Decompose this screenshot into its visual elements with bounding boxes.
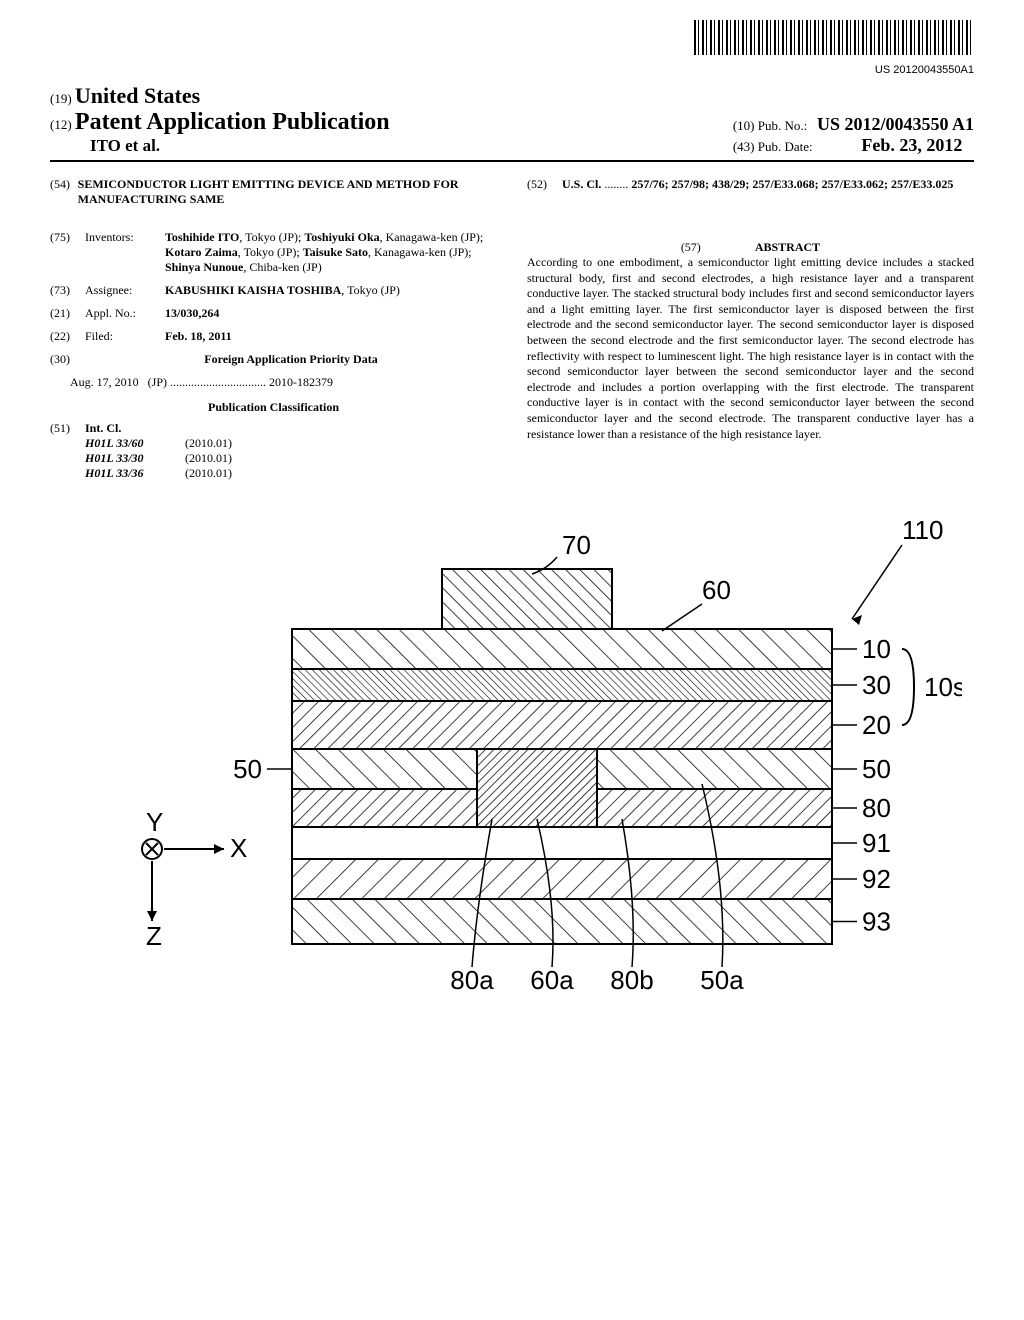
filed-value: Feb. 18, 2011 (165, 329, 232, 343)
pubno-code: (10) (733, 118, 755, 133)
svg-text:70: 70 (562, 530, 591, 560)
foreign-country: (JP) (148, 375, 167, 390)
pubdate-code: (43) (733, 139, 755, 154)
right-column: (52) U.S. Cl. ........ 257/76; 257/98; 4… (527, 177, 974, 489)
assignee-value: KABUSHIKI KAISHA TOSHIBA, Tokyo (JP) (165, 283, 497, 298)
abstract-text: According to one embodiment, a semicondu… (527, 255, 974, 442)
pubdate-label: Pub. Date: (758, 139, 813, 154)
header-left: (19) United States (12) Patent Applicati… (50, 83, 390, 156)
inventors-code: (75) (50, 230, 85, 275)
filed-code: (22) (50, 329, 85, 344)
barcode-text: US 20120043550A1 (875, 64, 974, 76)
inventors-value: Toshihide ITO, Tokyo (JP); Toshiyuki Oka… (165, 230, 497, 275)
title-code: (54) (50, 177, 78, 222)
intcl-code: (51) (50, 421, 85, 481)
svg-text:50: 50 (233, 754, 262, 784)
svg-text:20: 20 (862, 710, 891, 740)
country-code: (19) (50, 91, 72, 106)
foreign-num: 2010-182379 (269, 375, 333, 390)
inventors-label: Inventors: (85, 230, 165, 275)
uscl-code: (52) (527, 177, 562, 192)
svg-text:110: 110 (902, 519, 943, 545)
biblio-columns: (54) SEMICONDUCTOR LIGHT EMITTING DEVICE… (50, 177, 974, 489)
left-column: (54) SEMICONDUCTOR LIGHT EMITTING DEVICE… (50, 177, 497, 489)
header-right: (10) Pub. No.: US 2012/0043550 A1 (43) P… (733, 114, 974, 156)
pubno: US 2012/0043550 A1 (817, 114, 974, 134)
intcl-label: Int. Cl. (85, 421, 121, 435)
svg-text:50: 50 (862, 754, 891, 784)
uscl-dots: ........ (604, 177, 628, 191)
figure-area: 10 30 20 50 50 80 91 92 93 10s 70 60 110 80a 60a 80b 50a… (50, 519, 974, 1079)
barcode-graphic (694, 20, 974, 55)
svg-text:60a: 60a (530, 965, 574, 995)
applno-value: 13/030,264 (165, 306, 219, 320)
pub-type-code: (12) (50, 117, 72, 132)
svg-text:Y: Y (146, 807, 163, 837)
applno-label: Appl. No.: (85, 306, 165, 321)
assignee-code: (73) (50, 283, 85, 298)
invention-title: SEMICONDUCTOR LIGHT EMITTING DEVICE AND … (78, 177, 497, 207)
svg-text:10: 10 (862, 634, 891, 664)
header-authors: ITO et al. (90, 136, 390, 156)
pubno-label: Pub. No.: (758, 118, 807, 133)
svg-text:50a: 50a (700, 965, 744, 995)
pubclass-heading: Publication Classification (50, 400, 497, 415)
intcl-list: H01L 33/60(2010.01)H01L 33/30(2010.01)H0… (85, 436, 497, 481)
country: United States (75, 83, 200, 108)
svg-text:93: 93 (862, 907, 891, 937)
pub-type: Patent Application Publication (75, 109, 390, 135)
foreign-code: (30) (50, 352, 85, 367)
svg-text:92: 92 (862, 864, 891, 894)
uscl-label: U.S. Cl. (562, 177, 601, 191)
svg-text:80a: 80a (450, 965, 494, 995)
svg-text:Z: Z (146, 921, 162, 951)
abstract-heading: ABSTRACT (755, 240, 820, 254)
svg-text:80b: 80b (610, 965, 653, 995)
svg-text:80: 80 (862, 793, 891, 823)
assignee-label: Assignee: (85, 283, 165, 298)
filed-label: Filed: (85, 329, 165, 344)
abstract-code: (57) (681, 240, 701, 254)
uscl-value: 257/76; 257/98; 438/29; 257/E33.068; 257… (631, 177, 953, 191)
foreign-heading: Foreign Application Priority Data (85, 352, 497, 367)
svg-text:91: 91 (862, 828, 891, 858)
svg-text:X: X (230, 833, 247, 863)
pubdate: Feb. 23, 2012 (861, 135, 962, 155)
barcode-region: US 20120043550A1 (50, 20, 974, 78)
intcl-row: H01L 33/36(2010.01) (85, 466, 497, 481)
intcl-row: H01L 33/30(2010.01) (85, 451, 497, 466)
patent-figure: 10 30 20 50 50 80 91 92 93 10s 70 60 110 80a 60a 80b 50a… (62, 519, 962, 1079)
svg-text:60: 60 (702, 575, 731, 605)
foreign-date: Aug. 17, 2010 (70, 375, 139, 390)
svg-text:30: 30 (862, 670, 891, 700)
header-row: (19) United States (12) Patent Applicati… (50, 83, 974, 162)
intcl-row: H01L 33/60(2010.01) (85, 436, 497, 451)
applno-code: (21) (50, 306, 85, 321)
svg-text:10s: 10s (924, 672, 962, 702)
foreign-dots: ................................ (170, 375, 266, 390)
